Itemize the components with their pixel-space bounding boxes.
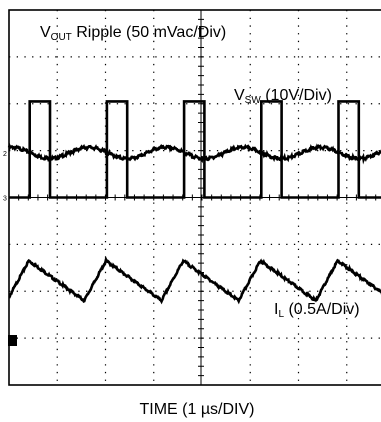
ground-reference-marker [8, 335, 17, 346]
vsw-trace [9, 100, 381, 199]
channel-3-marker: 3 [3, 196, 7, 203]
vout-ripple-label: VOUT Ripple (50 mVac/Div) [40, 24, 226, 43]
graticule [8, 9, 381, 386]
channel-markers: 23 [3, 151, 17, 346]
x-axis-label: TIME (1 µs/DIV) [140, 401, 255, 418]
channel-2-marker: 2 [3, 151, 7, 158]
waveform-traces [7, 100, 381, 305]
vout-ripple-trace [7, 142, 381, 165]
vsw-label: VSW (10V/Div) [234, 87, 332, 106]
il-trace [8, 255, 381, 305]
il-label: IL (0.5A/Div) [274, 301, 360, 320]
